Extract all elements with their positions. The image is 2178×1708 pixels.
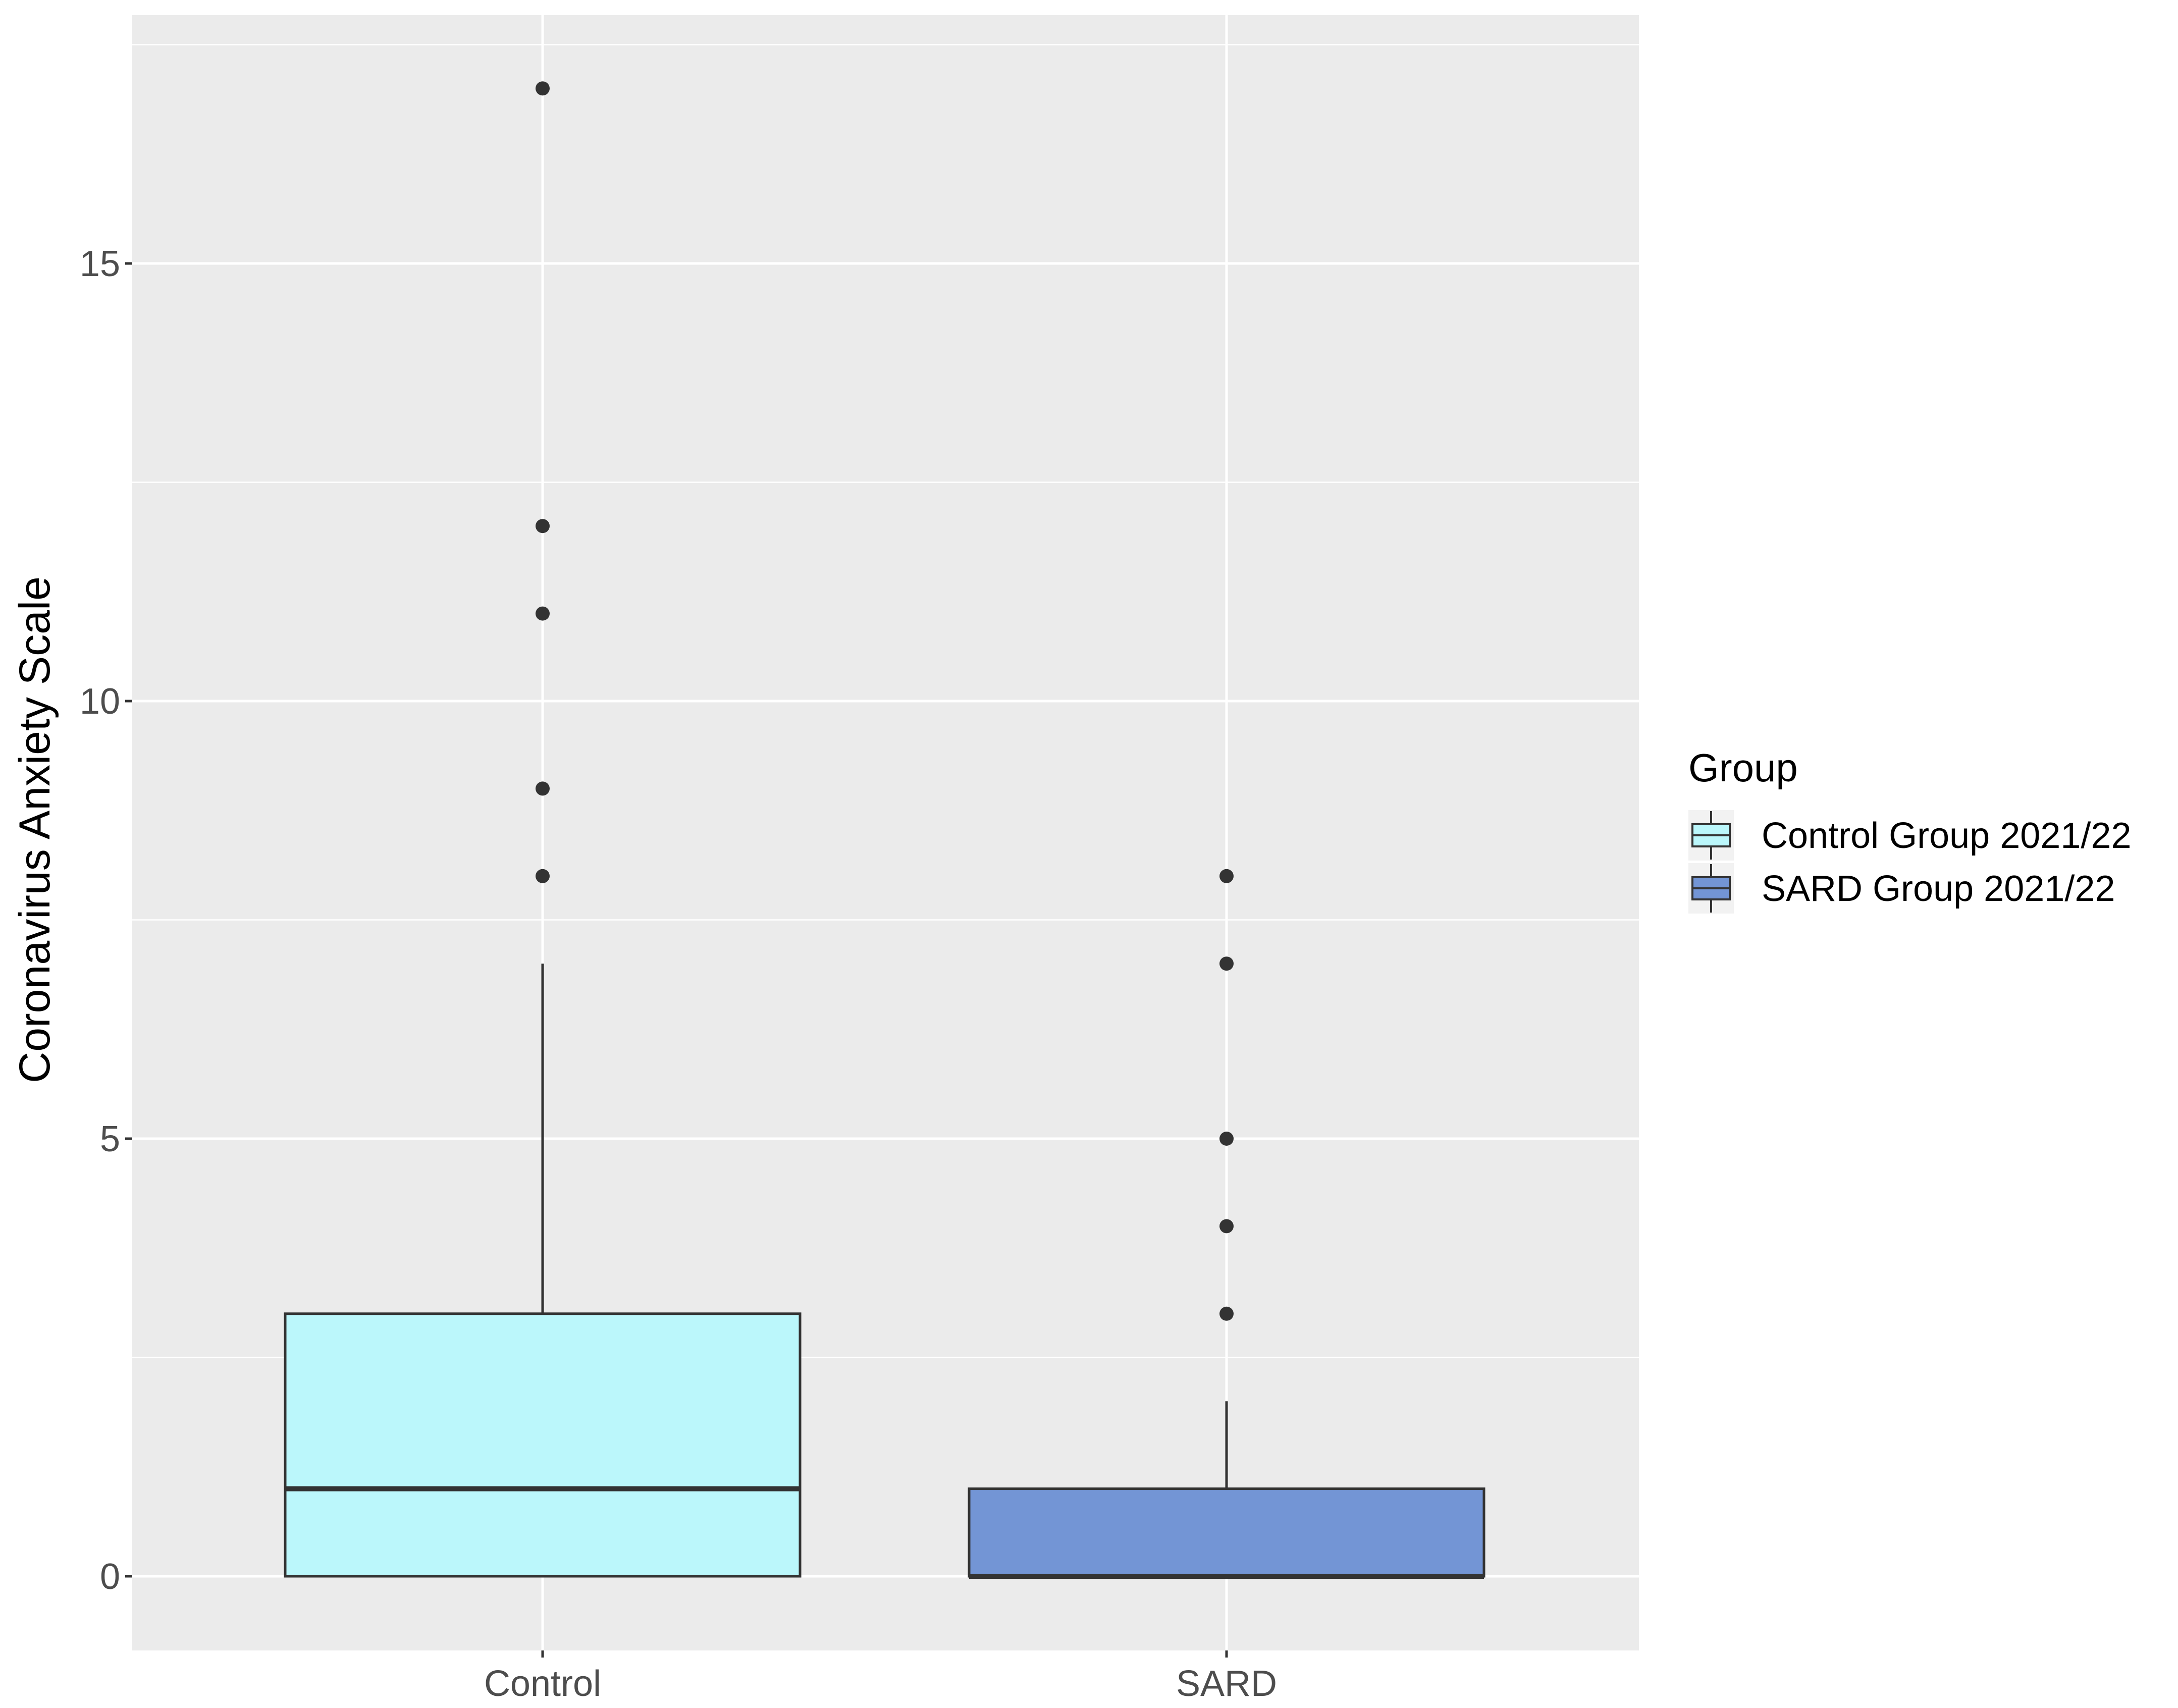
y-axis-title: Coronavirus Anxiety Scale xyxy=(11,576,59,1083)
y-tick-label: 0 xyxy=(100,1557,120,1597)
outlier-point xyxy=(536,869,550,883)
legend-title: Group xyxy=(1688,745,1798,790)
x-axis-ticks: Control SARD xyxy=(484,1650,1277,1704)
outlier-point xyxy=(1219,869,1234,883)
legend-entries: Control Group 2021/22 SARD Group 2021/22 xyxy=(1688,810,2131,914)
legend-entry: SARD Group 2021/22 xyxy=(1688,863,2115,914)
outlier-point xyxy=(1219,956,1234,971)
legend-label: SARD Group 2021/22 xyxy=(1762,869,2115,909)
y-tick-label: 15 xyxy=(80,244,120,284)
legend-entry: Control Group 2021/22 xyxy=(1688,810,2131,861)
legend-label: Control Group 2021/22 xyxy=(1762,816,2131,856)
outlier-point xyxy=(536,81,550,96)
y-axis-ticks: 0 5 10 15 xyxy=(80,244,132,1597)
outlier-point xyxy=(536,606,550,621)
outlier-point xyxy=(536,519,550,533)
y-tick-label: 5 xyxy=(100,1119,120,1159)
legend: Group Control Group 2021/22 SARD Group 20… xyxy=(1688,745,2131,914)
boxes-layer xyxy=(284,81,1485,1579)
box-group-sard xyxy=(968,869,1485,1579)
outlier-point xyxy=(536,781,550,796)
outlier-point xyxy=(1219,1306,1234,1321)
box-group-control xyxy=(284,81,802,1578)
box-iqr xyxy=(968,1487,1485,1578)
x-tick-label: SARD xyxy=(1176,1664,1277,1704)
grid-lines xyxy=(132,15,1639,1650)
y-tick-label: 10 xyxy=(80,681,120,722)
box-iqr xyxy=(284,1312,802,1578)
x-tick-label: Control xyxy=(484,1664,601,1704)
outlier-point xyxy=(1219,1132,1234,1146)
outlier-point xyxy=(1219,1219,1234,1234)
